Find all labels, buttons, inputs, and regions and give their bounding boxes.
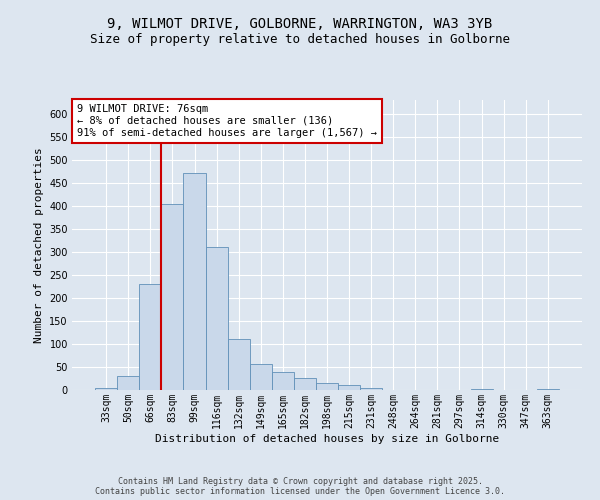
Bar <box>272 372 294 390</box>
Bar <box>470 389 493 390</box>
Text: 9 WILMOT DRIVE: 76sqm
← 8% of detached houses are smaller (136)
91% of semi-deta: 9 WILMOT DRIVE: 76sqm ← 8% of detached h… <box>77 104 377 138</box>
Bar <box>117 376 139 390</box>
Bar <box>360 388 382 390</box>
Text: Contains HM Land Registry data © Crown copyright and database right 2025.
Contai: Contains HM Land Registry data © Crown c… <box>95 476 505 496</box>
Text: Size of property relative to detached houses in Golborne: Size of property relative to detached ho… <box>90 32 510 46</box>
Text: 9, WILMOT DRIVE, GOLBORNE, WARRINGTON, WA3 3YB: 9, WILMOT DRIVE, GOLBORNE, WARRINGTON, W… <box>107 18 493 32</box>
Bar <box>139 284 161 390</box>
Bar <box>95 388 117 390</box>
Bar <box>537 388 559 390</box>
Bar <box>316 383 338 390</box>
Bar <box>206 247 227 390</box>
Bar <box>184 172 206 390</box>
Bar <box>161 204 184 390</box>
Y-axis label: Number of detached properties: Number of detached properties <box>34 147 44 343</box>
Bar <box>227 340 250 390</box>
Bar <box>338 386 360 390</box>
X-axis label: Distribution of detached houses by size in Golborne: Distribution of detached houses by size … <box>155 434 499 444</box>
Bar <box>250 364 272 390</box>
Bar <box>294 378 316 390</box>
